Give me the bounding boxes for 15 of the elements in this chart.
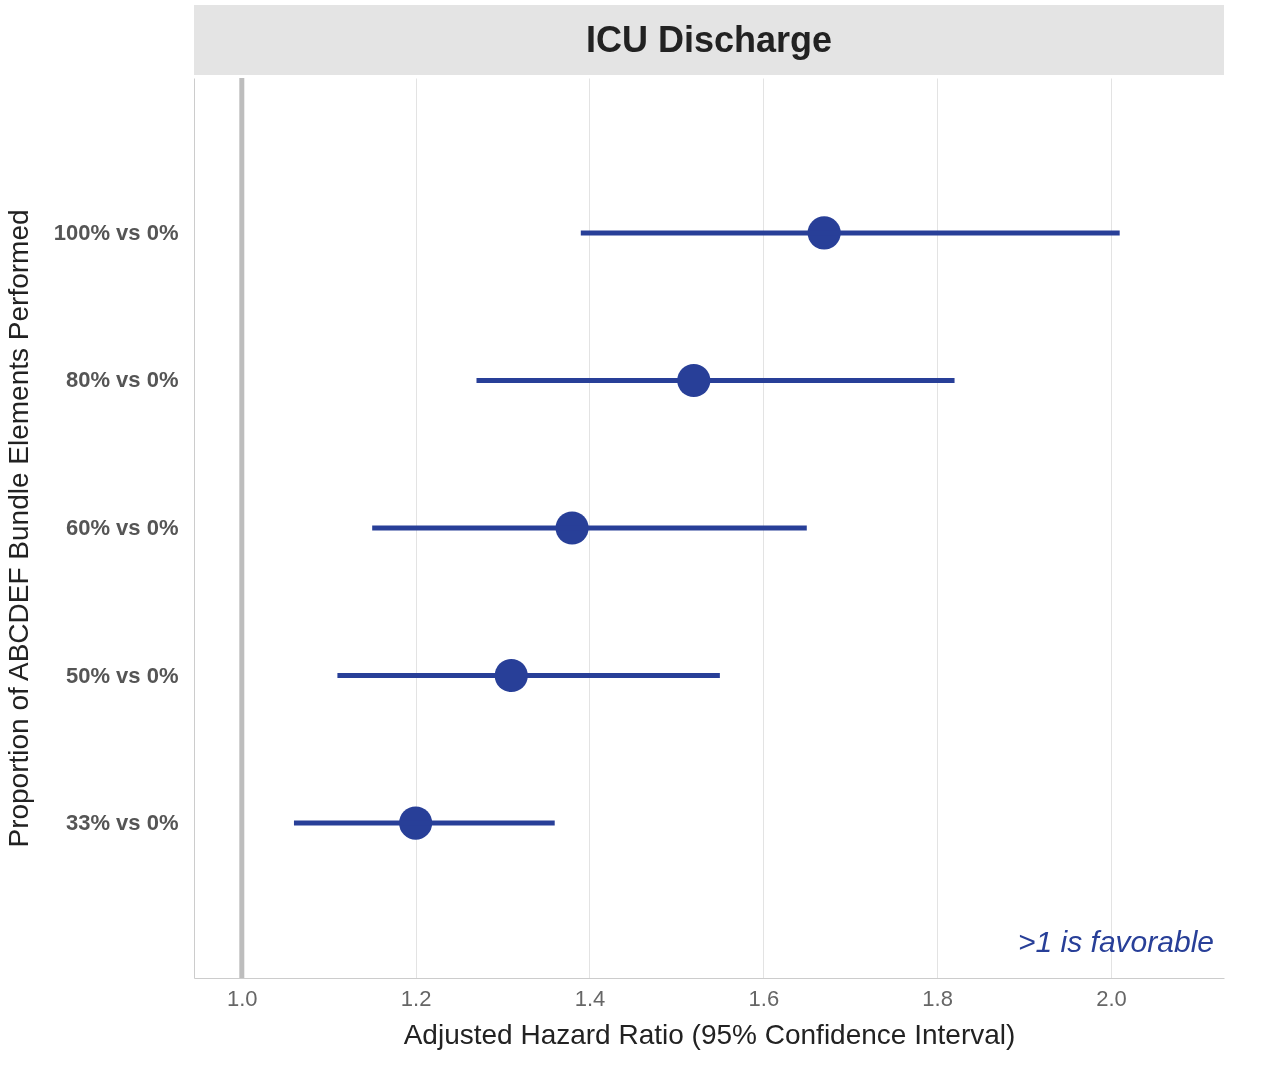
x-tick-label: 1.8 bbox=[922, 985, 953, 1011]
x-tick-label: 1.0 bbox=[227, 985, 258, 1011]
y-tick-label: 60% vs 0% bbox=[65, 515, 179, 540]
x-tick-label: 1.4 bbox=[574, 985, 606, 1011]
chart-title: ICU Discharge bbox=[585, 19, 833, 60]
y-tick-label: 80% vs 0% bbox=[65, 367, 179, 393]
x-tick-label: 2.0 bbox=[1096, 985, 1127, 1011]
x-tick-label: 1.2 bbox=[400, 985, 432, 1011]
x-axis-title: Adjusted Hazard Ratio (95% Confidence Interval) bbox=[403, 1018, 1016, 1050]
y-axis-title: Proportion of ABCDEF Bundle Elements Performed bbox=[2, 209, 34, 848]
x-tick-label: 1.6 bbox=[748, 985, 780, 1011]
y-tick-label: 50% vs 0% bbox=[65, 662, 179, 688]
y-tick-label: 33% vs 0% bbox=[65, 810, 179, 836]
annotation: >1 is favorable bbox=[1018, 925, 1214, 958]
y-tick-label: 100% vs 0% bbox=[53, 219, 179, 245]
